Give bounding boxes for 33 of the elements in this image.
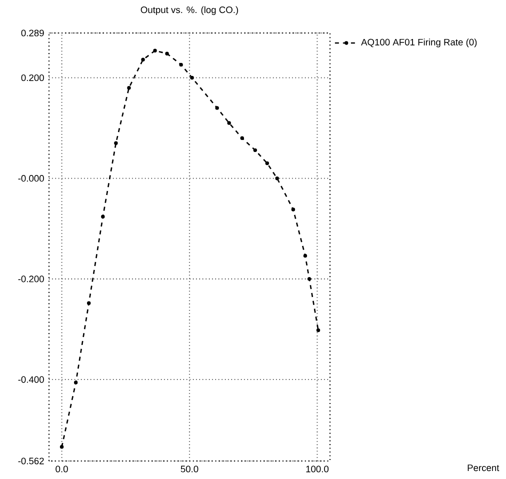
point	[275, 176, 279, 180]
point	[101, 214, 105, 218]
point	[215, 106, 219, 110]
point	[240, 136, 244, 140]
point	[60, 445, 64, 449]
point	[265, 161, 270, 166]
point	[114, 141, 118, 146]
point	[74, 380, 78, 384]
point	[127, 86, 131, 90]
y-tick-label: 0.200	[21, 74, 44, 82]
x-tick-label: 0.0	[56, 466, 68, 472]
point	[291, 208, 296, 212]
point	[307, 277, 312, 281]
x-tick-label: 100.0	[306, 466, 329, 472]
point	[227, 121, 231, 125]
point	[253, 148, 258, 152]
y-tick-label: 0.289	[21, 30, 44, 36]
point	[303, 254, 308, 258]
legend-label: AQ100 AF01 Firing Rate (0)	[361, 38, 477, 48]
chart-title: Output vs. %. (log CO.)	[140, 6, 238, 15]
y-tick-label: -0.562	[18, 458, 44, 464]
y-tick-label: -0.400	[18, 376, 44, 383]
point	[190, 76, 194, 80]
point	[153, 48, 157, 52]
x-tick-label: 50.0	[180, 466, 198, 472]
text: Percent	[468, 464, 500, 472]
y-tick-label: -0.200	[18, 276, 44, 282]
y-tick-label: -0.000	[18, 175, 44, 182]
point	[141, 58, 145, 62]
point	[179, 62, 183, 67]
point	[86, 301, 91, 305]
point	[165, 52, 169, 56]
point	[316, 328, 320, 332]
